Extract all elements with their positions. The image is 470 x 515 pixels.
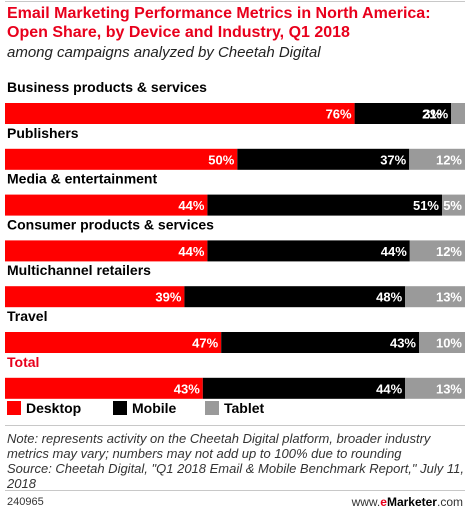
bar-mobile-business-products-and-services <box>354 103 452 124</box>
legend-swatch-tablet <box>205 401 219 415</box>
value-label-mobile-publishers: 37% <box>380 152 406 167</box>
value-label-desktop-publishers: 50% <box>208 152 234 167</box>
divider-rule <box>5 425 465 426</box>
bar-desktop-media-and-entertainment <box>5 194 208 216</box>
bar-desktop-multichannel-retailers <box>5 286 185 308</box>
value-label-mobile-consumer-products-and-services: 44% <box>381 244 407 259</box>
value-label-mobile-travel: 43% <box>390 336 416 351</box>
brand-prefix: www. <box>351 495 381 509</box>
bar-tablet-total <box>405 377 465 399</box>
value-label-mobile-multichannel-retailers: 48% <box>376 290 402 305</box>
value-label-tablet-multichannel-retailers: 13% <box>436 290 462 305</box>
brand-suffix: .com <box>436 495 463 509</box>
value-label-tablet-business-products-and-services: 3% <box>423 107 442 122</box>
category-label-travel: Travel <box>7 308 47 324</box>
chart-note: Note: represents activity on the Cheetah… <box>7 431 467 491</box>
value-label-mobile-media-and-entertainment: 51% <box>413 198 439 213</box>
value-label-desktop-business-products-and-services: 76% <box>326 107 352 122</box>
value-label-mobile-business-products-and-services: 21% <box>422 107 448 122</box>
bar-tablet-travel <box>419 332 465 353</box>
value-label-desktop-total: 43% <box>174 381 200 396</box>
value-label-desktop-media-and-entertainment: 44% <box>178 198 204 213</box>
bar-mobile-consumer-products-and-services <box>207 240 410 262</box>
bar-desktop-business-products-and-services <box>5 103 355 124</box>
bar-tablet-publishers <box>409 148 465 170</box>
value-label-desktop-travel: 47% <box>192 336 218 351</box>
value-label-tablet-publishers: 12% <box>436 152 462 167</box>
value-label-mobile-total: 44% <box>376 381 402 396</box>
value-label-tablet-consumer-products-and-services: 12% <box>436 244 462 259</box>
value-label-tablet-media-and-entertainment: 5% <box>443 198 462 213</box>
category-label-business-products-and-services: Business products & services <box>7 79 207 95</box>
brand-name: Marketer <box>386 495 437 509</box>
chart-id: 240965 <box>7 496 44 508</box>
bar-mobile-publishers <box>237 148 410 170</box>
bar-mobile-multichannel-retailers <box>184 286 406 308</box>
chart-subtitle: among campaigns analyzed by Cheetah Digi… <box>7 44 321 61</box>
bar-desktop-travel <box>5 332 222 353</box>
note-text: Note: represents activity on the Cheetah… <box>7 431 431 461</box>
legend-swatch-mobile <box>113 401 127 415</box>
legend-item-mobile: Mobile <box>113 400 176 416</box>
bar-mobile-total <box>202 377 406 399</box>
chart-title: Email Marketing Performance Metrics in N… <box>7 5 431 41</box>
legend-label-tablet: Tablet <box>224 400 265 416</box>
legend-item-desktop: Desktop <box>7 400 81 416</box>
bar-tablet-multichannel-retailers <box>405 286 465 308</box>
legend-item-tablet: Tablet <box>205 400 264 416</box>
bar-tablet-consumer-products-and-services <box>409 240 465 262</box>
category-label-consumer-products-and-services: Consumer products & services <box>7 216 214 232</box>
bar-tablet-business-products-and-services <box>451 103 465 124</box>
category-label-total: Total <box>7 354 39 370</box>
value-label-desktop-consumer-products-and-services: 44% <box>178 244 204 259</box>
category-label-media-and-entertainment: Media & entertainment <box>7 171 157 187</box>
category-label-multichannel-retailers: Multichannel retailers <box>7 262 151 278</box>
top-rule <box>5 1 465 2</box>
bar-mobile-travel <box>221 332 419 353</box>
bar-desktop-consumer-products-and-services <box>5 240 208 262</box>
bar-desktop-publishers <box>5 148 238 170</box>
value-label-tablet-total: 13% <box>436 381 462 396</box>
footer-rule <box>5 490 465 491</box>
category-label-publishers: Publishers <box>7 125 79 141</box>
value-label-desktop-multichannel-retailers: 39% <box>155 290 181 305</box>
bar-desktop-total <box>5 377 203 399</box>
stacked-bar-chart: Business products & services 76% 21%3% Publ… <box>5 79 465 399</box>
source-text: Source: Cheetah Digital, "Q1 2018 Email … <box>7 461 464 491</box>
legend-label-mobile: Mobile <box>132 400 177 416</box>
bar-tablet-media-and-entertainment <box>442 194 465 216</box>
emarketer-logo: www.eMarketer.com <box>352 495 463 509</box>
value-label-tablet-travel: 10% <box>436 336 462 351</box>
legend-label-desktop: Desktop <box>26 400 82 416</box>
legend-swatch-desktop <box>7 401 21 415</box>
bar-mobile-media-and-entertainment <box>207 194 442 216</box>
brand-e: e <box>380 495 387 509</box>
